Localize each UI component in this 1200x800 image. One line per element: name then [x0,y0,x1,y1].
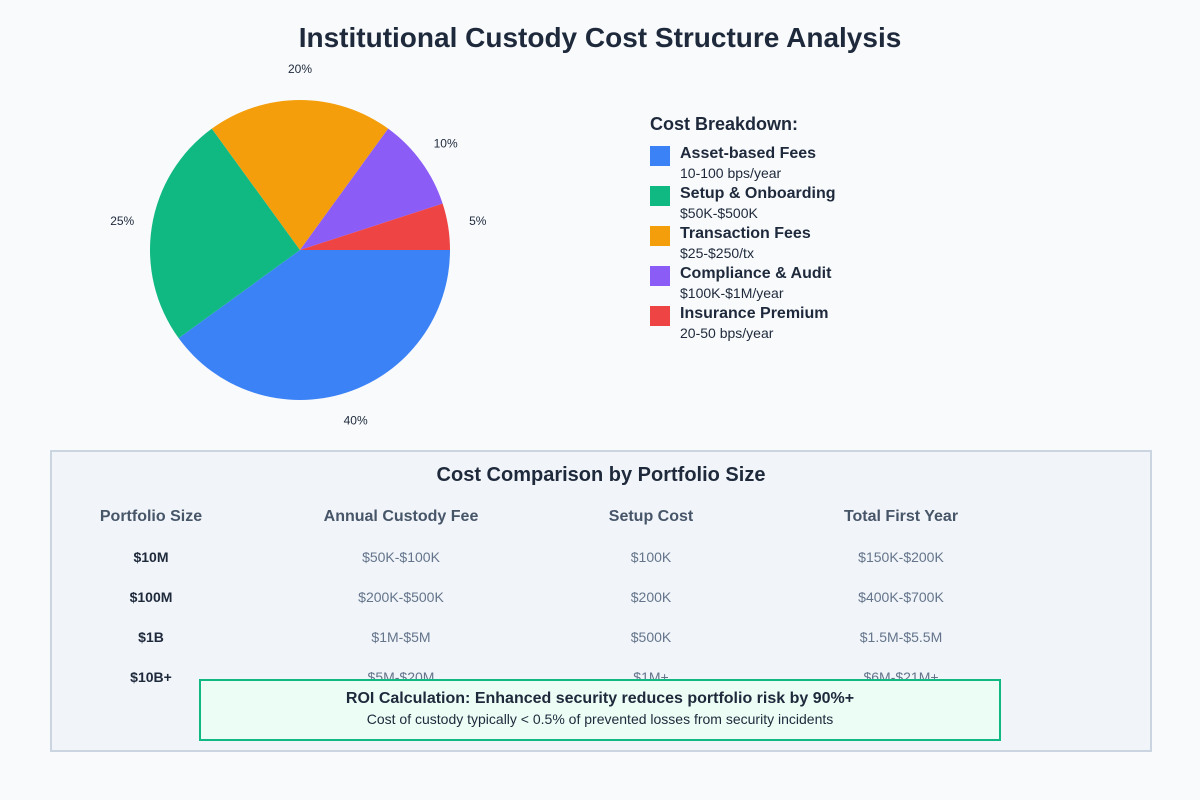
legend-detail: $25-$250/tx [680,245,754,261]
pie-percentage-label: 25% [110,214,134,228]
legend-swatch [650,266,670,286]
legend-item: Asset-based Fees 10-100 bps/year [650,145,950,185]
table-cell: $100M [129,589,173,605]
table-cell: $400K-$700K [858,589,944,605]
legend-detail: $50K-$500K [680,205,758,221]
roi-subtext: Cost of custody typically < 0.5% of prev… [366,711,834,727]
pie-slice [178,250,450,400]
pie-percentage-label: 5% [469,214,487,228]
legend-item: Insurance Premium 20-50 bps/year [650,305,950,345]
table-cell: $1M-$5M [371,629,431,645]
legend-swatch [650,306,670,326]
roi-headline: ROI Calculation: Enhanced security reduc… [345,690,855,707]
pie-slice [300,128,443,250]
table-header: Portfolio Size [99,508,203,525]
legend-item: Transaction Fees $25-$250/tx [650,225,950,265]
pie-chart: 40% 25% 20% 10% 5% [110,62,487,427]
pie-percentage-label: 20% [288,62,312,76]
pie-percentage-label: 40% [344,413,368,427]
legend-detail: $100K-$1M/year [680,285,784,301]
table-cell: $10B+ [130,669,172,685]
table-cell: $200K-$500K [358,589,444,605]
legend-item: Setup & Onboarding $50K-$500K [650,185,950,225]
legend-name: Setup & Onboarding [680,185,836,202]
legend-swatch [650,146,670,166]
table-cell: $200K [630,589,672,605]
legend: Cost Breakdown: Asset-based Fees 10-100 … [650,114,950,345]
legend-detail: 20-50 bps/year [680,325,774,341]
legend-swatch [650,226,670,246]
page-title: Institutional Custody Cost Structure Ana… [298,22,902,53]
table-cell: $500K [630,629,672,645]
legend-name: Transaction Fees [680,225,811,242]
table-title: Cost Comparison by Portfolio Size [436,464,766,486]
table-cell: $10M [133,549,169,565]
legend-title: Cost Breakdown: [650,114,799,134]
legend-name: Asset-based Fees [680,145,817,162]
table-cell: $150K-$200K [858,549,944,565]
pie-slice [211,100,389,250]
table-cell: $100K [630,549,672,565]
pie-slice [150,128,300,339]
roi-callout: ROI Calculation: Enhanced security reduc… [199,679,1001,741]
pie-slice [300,203,450,250]
table-cell: $50K-$100K [362,549,440,565]
legend-detail: 10-100 bps/year [680,165,782,181]
legend-item: Compliance & Audit $100K-$1M/year [650,265,950,305]
legend-name: Compliance & Audit [680,265,832,282]
pie-percentage-label: 10% [434,136,458,150]
legend-name: Insurance Premium [680,305,829,322]
table-cell: $1.5M-$5.5M [859,629,943,645]
table-header: Setup Cost [608,508,694,525]
legend-swatch [650,186,670,206]
table-header: Total First Year [843,508,959,525]
table-header: Annual Custody Fee [323,508,479,525]
table-cell: $1B [138,629,164,645]
